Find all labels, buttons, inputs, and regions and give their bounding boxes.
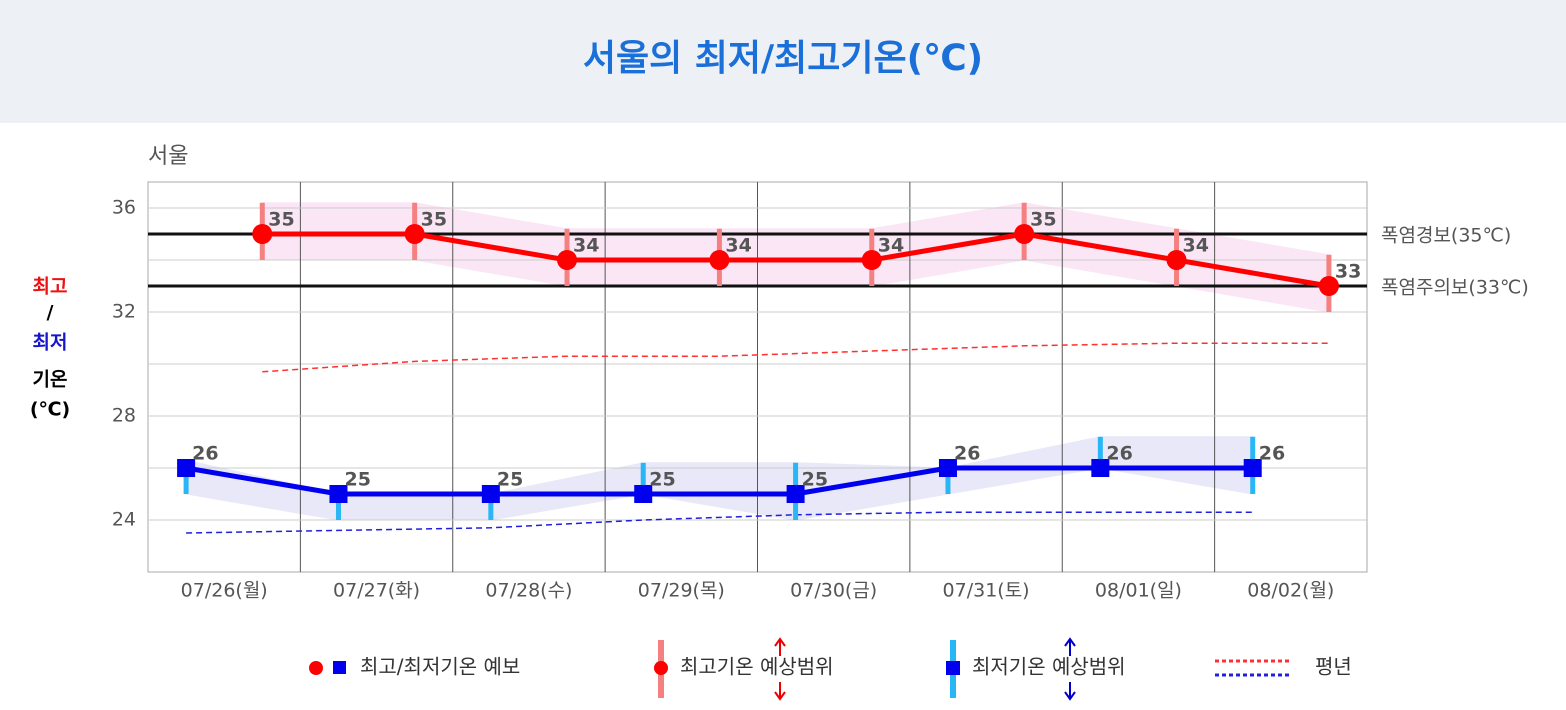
marker	[861, 250, 882, 270]
value-label: 35	[421, 209, 447, 231]
legend-icon	[946, 661, 960, 675]
legend-arrow	[774, 637, 786, 701]
y-axis-title: /	[47, 302, 54, 324]
marker	[938, 459, 957, 477]
y-axis-title: (℃)	[30, 399, 70, 421]
marker	[481, 485, 500, 503]
value-label: 34	[1183, 235, 1209, 257]
x-tick-label: 07/31(토)	[943, 580, 1030, 602]
value-label: 25	[802, 469, 828, 491]
normal-line	[262, 342, 1329, 373]
x-tick-label: 07/28(수)	[485, 580, 572, 602]
x-tick-label: 07/27(화)	[333, 580, 420, 602]
value-label: 35	[1030, 209, 1056, 231]
y-tick-label: 36	[112, 197, 136, 219]
value-label: 34	[573, 235, 599, 257]
marker	[557, 250, 578, 270]
marker	[329, 485, 348, 503]
value-label: 34	[725, 235, 751, 257]
value-label: 25	[497, 469, 523, 491]
normal-line	[186, 511, 1253, 534]
legend-label: 최고기온 예상범위	[680, 655, 834, 679]
y-axis-title: 최고	[33, 276, 68, 298]
marker	[1318, 276, 1339, 296]
legend: 최고/최저기온 예보 최고기온 예상범위 최저기온 예상범위 평년	[309, 637, 1352, 701]
legend-label: 평년	[1315, 655, 1352, 679]
x-tick-label: 08/02(월)	[1247, 580, 1334, 602]
legend-icon	[333, 661, 346, 674]
y-axis-title: 기온	[33, 369, 68, 391]
threshold-label: 폭염경보(35℃)	[1381, 225, 1511, 247]
y-tick-label: 24	[112, 509, 136, 531]
legend-icon	[309, 661, 323, 675]
value-label: 34	[878, 235, 904, 257]
marker	[252, 224, 273, 244]
y-tick-label: 32	[112, 301, 136, 323]
x-tick-label: 07/30(금)	[790, 580, 877, 602]
value-label: 26	[192, 443, 218, 465]
series-line	[262, 231, 1330, 289]
legend-label: 최저기온 예상범위	[972, 655, 1126, 679]
marker	[177, 459, 196, 477]
value-label: 35	[268, 209, 294, 231]
chart-title: 서울의 최저/최고기온(℃)	[583, 38, 983, 79]
value-label: 25	[649, 469, 675, 491]
marker	[786, 485, 805, 503]
marker	[1243, 459, 1262, 477]
legend-arrow	[1064, 637, 1076, 701]
header	[0, 0, 1566, 123]
value-label: 26	[954, 443, 980, 465]
chart-subtitle: 서울	[148, 144, 188, 169]
value-label: 26	[1106, 443, 1132, 465]
threshold-label: 폭염주의보(33℃)	[1381, 277, 1529, 299]
marker	[1091, 459, 1110, 477]
x-tick-label: 08/01(일)	[1095, 580, 1182, 602]
x-tick-label: 07/26(월)	[181, 580, 268, 602]
x-tick-label: 07/29(목)	[638, 580, 725, 602]
marker	[1014, 224, 1035, 244]
marker	[1166, 250, 1187, 270]
y-axis-title: 최저	[33, 332, 68, 354]
marker	[709, 250, 730, 270]
y-tick-label: 28	[112, 405, 136, 427]
value-label: 26	[1259, 443, 1285, 465]
value-label: 33	[1335, 261, 1361, 283]
marker	[404, 224, 425, 244]
value-label: 25	[344, 469, 370, 491]
legend-icon	[654, 661, 668, 675]
marker	[634, 485, 653, 503]
series-line	[185, 465, 1253, 497]
legend-label: 최고/최저기온 예보	[360, 655, 520, 679]
